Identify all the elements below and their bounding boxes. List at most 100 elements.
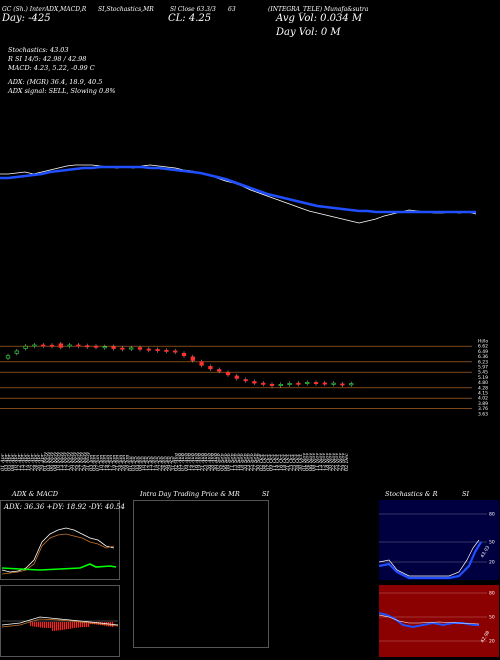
date-tick-label: 20 Nov [328,453,334,472]
price-tick-label: 6.36 [478,354,488,360]
macd-histogram-bar [32,622,34,627]
macd-histogram-bar [100,622,102,626]
price-tick-label: 6.23 [478,359,488,365]
date-tick-label: 24 Apr [33,453,39,472]
candle-body [225,372,231,376]
candle-body [217,369,222,372]
date-tick-label: 13 May [59,452,65,471]
macd-histogram-bar [88,622,90,628]
candle-body [58,343,63,348]
date-tick-label: 08 Jul [138,456,144,471]
header-day: Day: -425 [2,13,51,24]
candle-body [14,350,19,354]
candle-body [243,379,248,382]
date-tick-label: 28 Oct [295,453,301,472]
date-tick-label: 04 Oct [262,453,268,471]
price-tick-label: 5.45 [478,370,488,376]
date-tick-label: 02 Aug [174,453,180,471]
macd-histogram-bar [80,622,82,628]
date-tick-label: 19 Jun [111,455,117,471]
macd-histogram-bar [70,622,72,629]
intraday-panel [133,500,269,648]
price-tick-label: 4.15 [478,391,488,397]
plus-dy-line [1,563,117,571]
rsi-signal-line [379,614,480,625]
date-tick-label: 19 Apr [26,453,32,471]
date-tick-label: 15 May [62,452,68,471]
date-tick-label: 19 Aug [197,453,203,471]
date-tick-label: 31 May [85,452,91,471]
macd-histogram-bar [48,622,50,628]
date-tick-label: 05 Aug [177,453,183,471]
date-tick-label: 17 May [66,452,72,471]
candle-body [137,347,143,350]
candle-body [349,383,354,386]
date-tick-label: 15 Jul [147,456,153,471]
header-line1-mid2: Sl Close 63.3/3 [170,6,216,13]
header-line1-mid1: SI,Stochastics,MR [98,6,154,13]
date-tick-label: 29 Apr [39,453,45,472]
candle-body [129,347,134,350]
stochastics-readout: Stochastics: 43.03 [8,46,69,54]
date-tick-label: 11 Oct [272,453,278,471]
date-tick-label: 14 Jun [105,455,111,471]
header-line1-left: GC (Sh.) InterADX,MACD,R [2,6,87,13]
date-tick-label: 24 Jul [161,456,167,472]
date-tick-label: 02 Dec [344,453,350,471]
macd-histogram-bar [34,622,36,627]
candle-body [278,384,283,386]
date-tick-label: 27 Nov [337,453,343,472]
candle-body [340,383,345,386]
date-tick-label: 04 Sep [220,453,226,471]
date-tick-label: 14 Aug [190,453,196,471]
adx-panel [0,500,120,580]
date-tick-label: 03 Jun [89,455,95,471]
macd-panel [0,585,120,657]
date-tick-label: 01 Jul [128,456,134,471]
moving-average-line [0,165,476,214]
price-tick-label: 3.76 [478,406,488,412]
macd-histogram-bar [52,622,54,631]
date-tick-label: 10 Apr [13,453,19,471]
date-tick-label: 12 Apr [16,453,22,471]
candle-body [5,355,11,359]
date-tick-label: 29 Nov [341,453,347,472]
date-tick-label: 02 Sep [216,453,222,471]
candle-body [208,366,213,370]
macd-histogram-bar [102,622,104,626]
macd-histogram-bar [78,622,80,628]
date-tick-label: 26 Aug [206,453,212,472]
macd-histogram-bar [60,622,62,631]
macd-histogram-bar [82,622,84,628]
date-tick-label: 25 Nov [334,453,340,472]
date-tick-label: 25 Oct [292,453,298,472]
rsi-readout: R SI 14/5: 42.98 / 42.98 [8,55,87,63]
price-tick-label: Hi/lo [478,339,488,345]
date-tick-label: 22 Apr [30,453,36,472]
date-tick-label: 09 Sep [226,453,232,471]
candle-body [76,344,81,347]
stoch-title-left: Stochastics & R [385,490,438,498]
candle-body [331,382,336,385]
rsi-tick-label: 20 [489,639,495,645]
adx-signal-readout: ADX signal: SELL, Slowing 0.8% [8,87,116,95]
candle-body [199,361,204,366]
macd-histogram-bar [40,622,42,628]
date-tick-label: 20 May [69,452,75,472]
date-tick-label: 21 Aug [200,453,206,472]
macd-histogram-bar [38,622,40,628]
rsi-tick-label: 80 [489,591,495,597]
date-tick-label: 10 Jul [141,456,147,471]
candle-body [155,349,160,352]
price-tick-label: 3.63 [478,411,488,417]
macd-histogram-bar [58,622,60,631]
date-tick-label: 01 May [43,452,49,471]
candle-body [49,344,55,347]
date-tick-label: 16 Oct [279,453,285,471]
candle-body [190,356,195,361]
candle-body [313,382,319,384]
macd-histogram-bar [64,622,66,630]
header-day-vol: Day Vol: 0 M [276,27,341,38]
header-close: CL: 4.25 [168,13,212,24]
